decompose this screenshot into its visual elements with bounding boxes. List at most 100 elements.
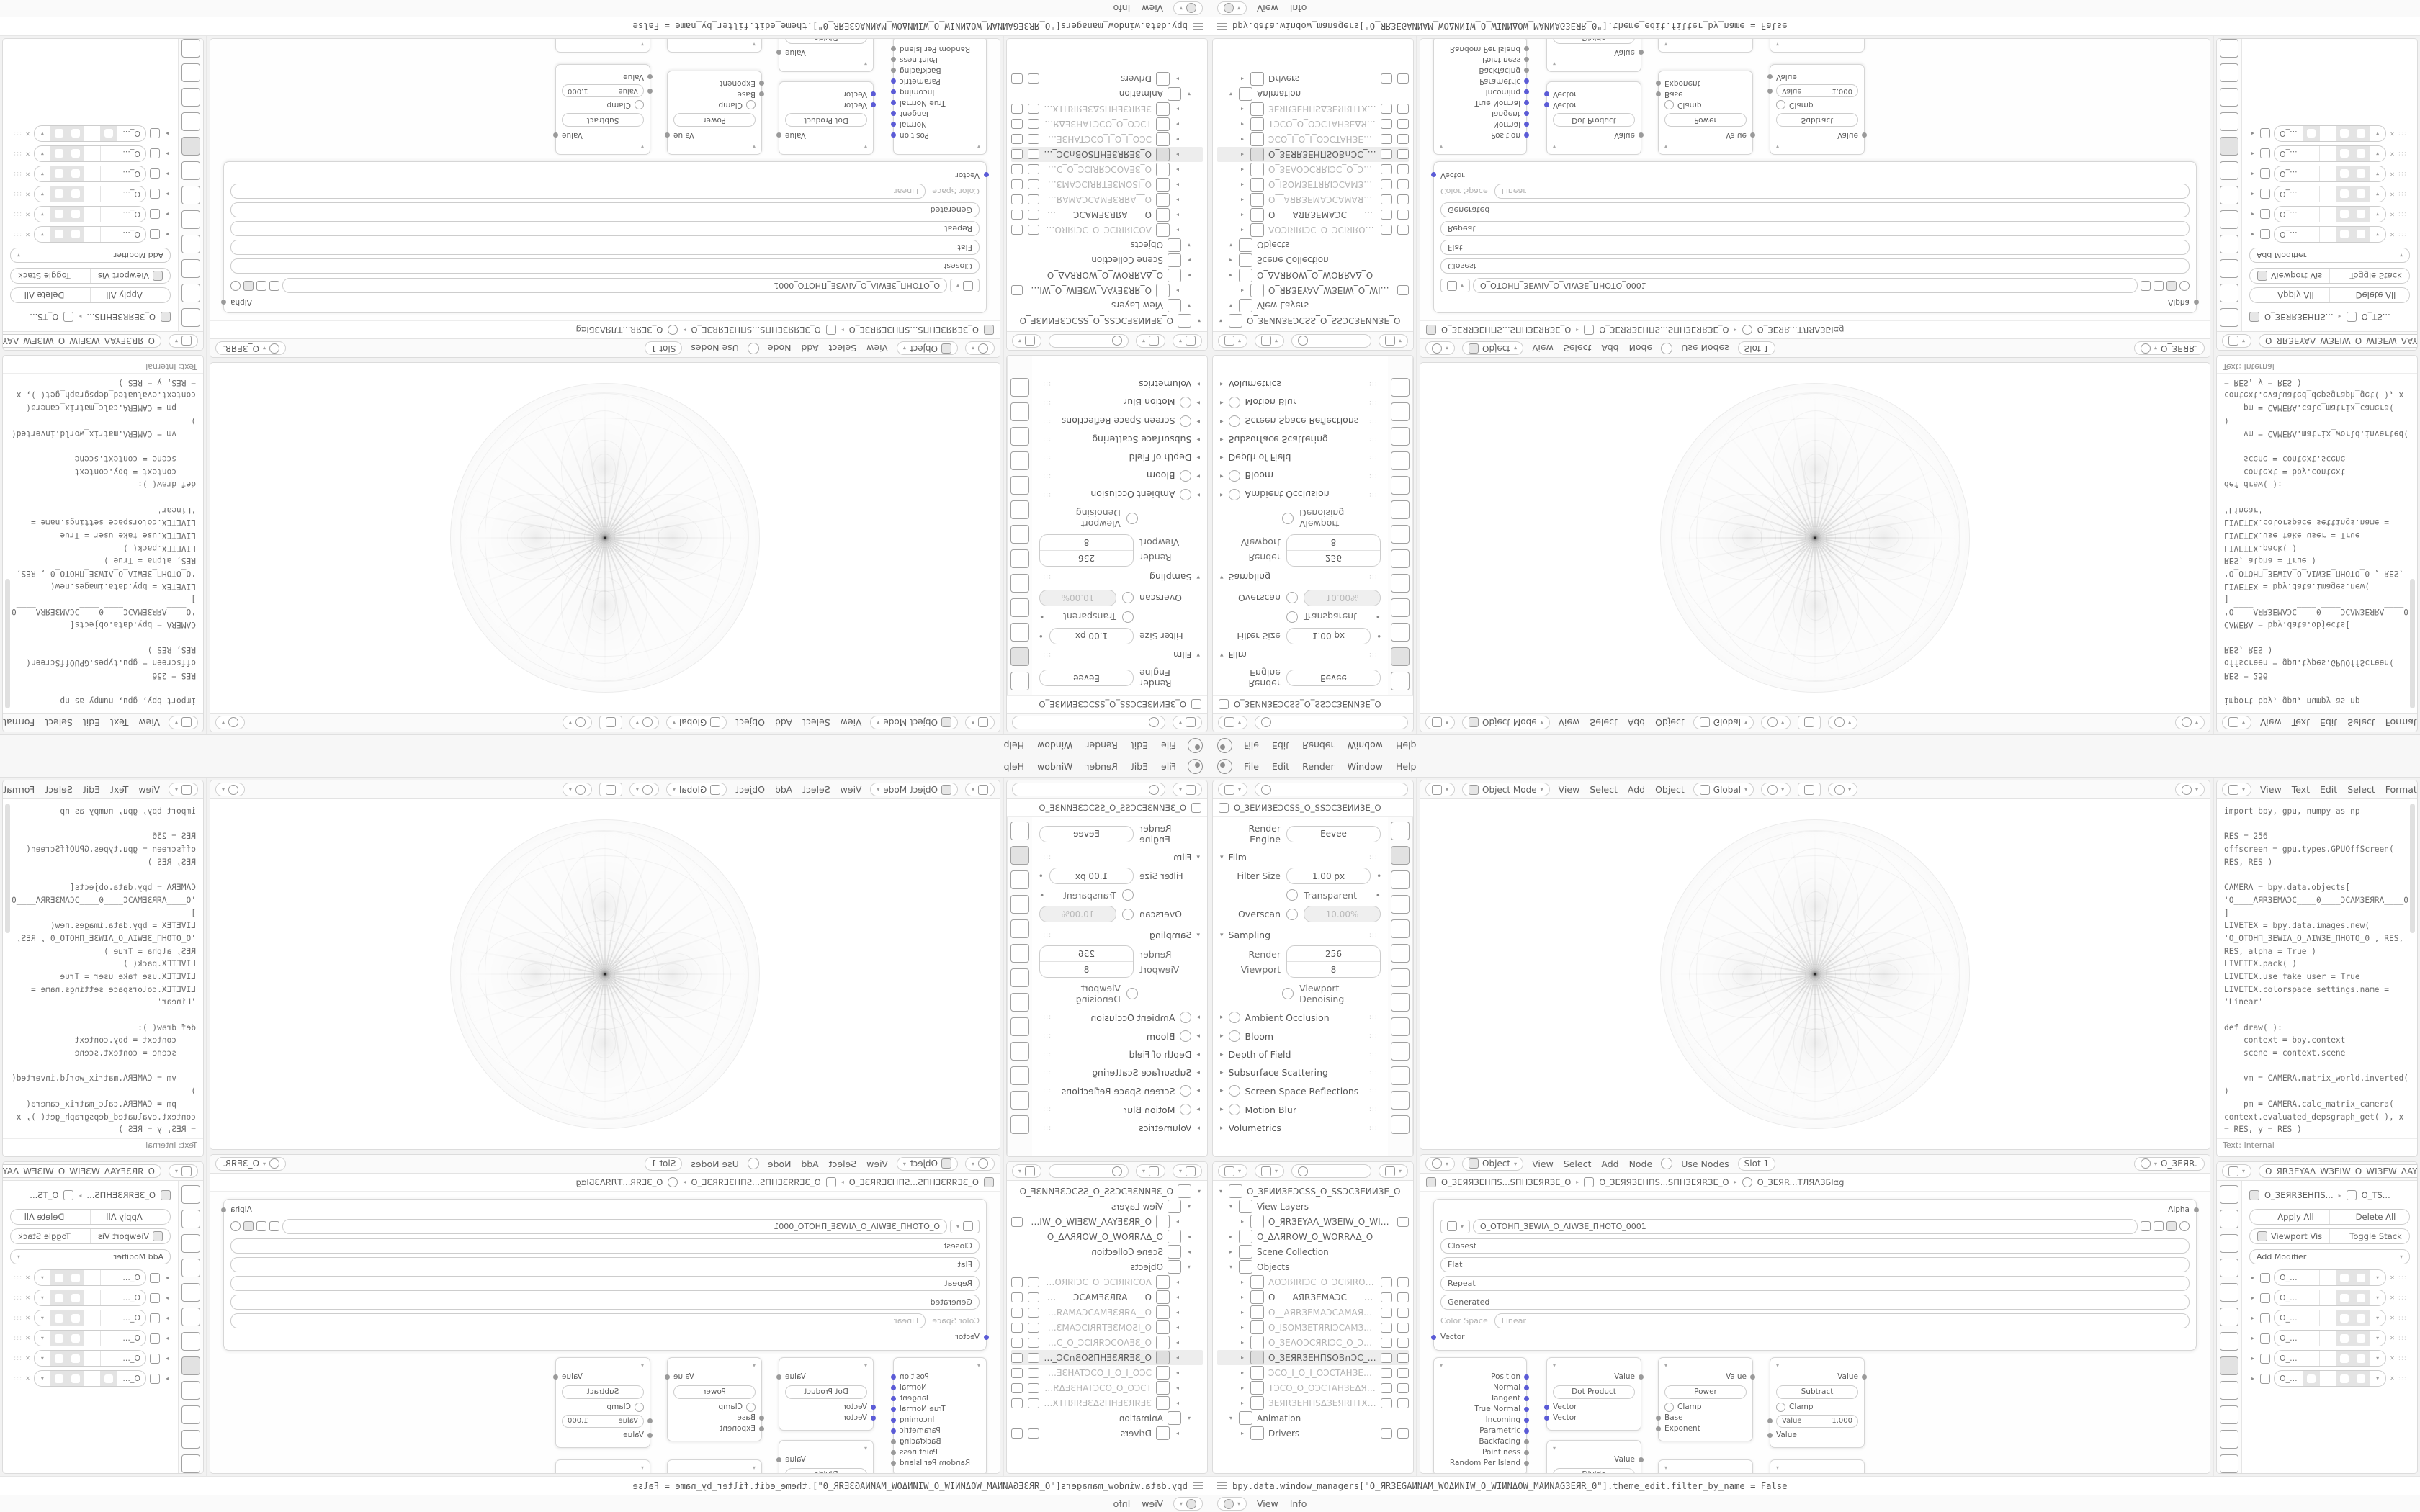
ao-checkbox[interactable] <box>1180 489 1192 500</box>
tab-particles[interactable] <box>2220 112 2238 131</box>
geometry-output-socket[interactable] <box>891 1395 896 1401</box>
drag-handle[interactable]: :::: <box>2398 190 2410 198</box>
monitor-icon[interactable] <box>1028 73 1039 84</box>
text-editor-type[interactable]: ▾ <box>2222 783 2252 796</box>
operation-select[interactable]: Power <box>673 1385 756 1399</box>
modifier-row[interactable]: ▸ O_... ▾ ✕:::: <box>2249 1290 2410 1307</box>
shield-icon[interactable] <box>269 1221 279 1232</box>
geometry-output-socket[interactable] <box>891 122 896 127</box>
render-icon[interactable] <box>2352 1310 2370 1326</box>
drag-handle[interactable]: :::: <box>2398 210 2410 218</box>
remove-modifier-icon[interactable]: ✕ <box>2390 230 2395 238</box>
breadcrumb-material[interactable]: O_ЗEЯR...ΤЛЯΛЗБlαg <box>1757 325 1845 336</box>
editor-type-selector[interactable]: ▾ <box>1172 783 1202 796</box>
viewport-menu-add[interactable]: Add <box>1627 717 1646 728</box>
monitor-icon[interactable] <box>1028 225 1039 235</box>
animate-dot[interactable]: • <box>1375 611 1381 623</box>
section-sampling[interactable]: ▾ Sampling :::: <box>1220 572 1381 582</box>
render-icon[interactable] <box>50 1290 68 1306</box>
tab-modifier[interactable] <box>1391 500 1410 519</box>
tab-render[interactable] <box>2220 283 2238 302</box>
modifier-row[interactable]: ▸ O_... ▾ ✕:::: <box>10 185 171 202</box>
text-menu-format[interactable]: Format <box>3 784 35 795</box>
modifier-row[interactable]: ▸ O_... ▾ ✕:::: <box>2249 205 2410 222</box>
filter-size-value[interactable]: 1.00 px <box>1049 628 1134 644</box>
disclosure-triangle-icon[interactable]: ▸ <box>1176 1309 1180 1316</box>
value-input-socket[interactable] <box>647 1432 653 1438</box>
tab-view-layer[interactable] <box>2220 1259 2238 1278</box>
disclosure-triangle-icon[interactable]: ▸ <box>1240 135 1244 143</box>
geometry-output-socket[interactable] <box>1524 1417 1529 1423</box>
vector-socket[interactable] <box>984 172 989 178</box>
tab-physics[interactable] <box>1010 451 1029 470</box>
outliner-row[interactable]: ▾ O_ЗEИИЗEƆCSS_O_SSƆCЗEИИЗE_O <box>1011 1184 1203 1199</box>
section-bloom[interactable]: ▸ Bloom:::: <box>1039 470 1200 482</box>
edit-mode-icon[interactable] <box>84 186 101 202</box>
render-icon[interactable] <box>50 1351 68 1367</box>
disclosure-triangle-icon[interactable]: ▸ <box>1176 1339 1180 1346</box>
monitor-icon[interactable] <box>1381 1367 1392 1378</box>
outliner-row[interactable]: ▸ O_ЯRЗEYAΛ_WЗEIW_O_WIЗEW_ <box>1011 283 1203 298</box>
modifier-pill[interactable]: O_... ▾ <box>33 1269 146 1287</box>
disclosure-triangle-icon[interactable]: ▸ <box>1240 1309 1244 1316</box>
section-volumetrics[interactable]: ▸ Volumetrics:::: <box>1220 379 1381 390</box>
clamp-checkbox[interactable] <box>1664 1402 1674 1412</box>
tab-constraints[interactable] <box>182 63 200 82</box>
viewport-menu-select[interactable]: Select <box>1590 717 1618 728</box>
text-menu-text[interactable]: Text <box>110 717 129 728</box>
modifier-row[interactable]: ▸ O_... ▾ ✕:::: <box>2249 185 2410 202</box>
disclosure-triangle-icon[interactable]: ▸ <box>1240 196 1244 203</box>
image-texture-node[interactable]: Alpha ▾ O_OTOHΠ_ЗEWIΛ_O_ΛIWЗE_ΠHOTO_0001 <box>221 161 989 314</box>
geometry-output-socket[interactable] <box>891 1460 896 1466</box>
extras-menu-icon[interactable]: ▾ <box>2369 1310 2385 1326</box>
disclosure-triangle-icon[interactable]: ▸ <box>1176 135 1180 143</box>
outliner-row[interactable]: ▸O_ISOMЗETЯRIƆCAMЗEЯRA_O <box>1217 177 1409 192</box>
outliner-row[interactable]: ▸O_ЗEΛOƆCЯRIƆC_O_ƆCIЯROƆCΛЗE <box>1217 162 1409 177</box>
outliner-display-mode[interactable]: ▾ <box>1255 1164 1285 1179</box>
remove-modifier-icon[interactable]: ✕ <box>2390 1315 2395 1322</box>
tab-physics[interactable] <box>2220 87 2238 107</box>
math-node-add[interactable]: ▾ Value Add <box>555 39 650 53</box>
tab-view-layer[interactable] <box>182 234 200 253</box>
tab-world[interactable] <box>1391 944 1410 963</box>
render-visibility-icon[interactable] <box>1011 1322 1023 1333</box>
geometry-output-socket[interactable] <box>1524 1406 1529 1412</box>
vector-input-socket[interactable] <box>871 91 876 97</box>
disclosure-triangle-icon[interactable]: ▸ <box>166 190 169 197</box>
outliner-row[interactable]: ▾ Objects <box>1011 238 1203 253</box>
overscan-checkbox[interactable] <box>1122 592 1134 604</box>
disclosure-triangle-icon[interactable]: ▸ <box>166 230 169 238</box>
section-screen-space-reflections[interactable]: ▸ Screen Space Reflections:::: <box>1220 415 1381 427</box>
material-datablock[interactable]: ▾ O_ЗEЯR...ΤЛЯΛЗБlαg <box>215 1156 287 1171</box>
outliner-row[interactable]: ▸O_ЗEΛOƆCЯRIƆC_O_ƆCIЯROƆCΛЗE <box>1011 1335 1203 1350</box>
render-icon[interactable] <box>50 166 68 181</box>
geometry-output-socket[interactable] <box>891 1417 896 1423</box>
disclosure-triangle-icon[interactable]: ▸ <box>166 1355 169 1362</box>
section-screen-space-reflections[interactable]: ▸ Screen Space Reflections:::: <box>1039 415 1200 427</box>
section-film[interactable]: ▾ Film :::: <box>1039 649 1200 660</box>
extras-menu-icon[interactable]: ▾ <box>2369 206 2386 222</box>
outliner-row[interactable]: ▸ƆCO_I_O_I_OƆCTAHЗEΔЯRAΛ_O <box>1011 132 1203 147</box>
remove-modifier-icon[interactable]: ✕ <box>2390 1375 2395 1382</box>
tab-particles[interactable] <box>182 112 200 131</box>
script-content[interactable]: import bpy, gpu, numpy as np RES = 256 o… <box>3 374 203 713</box>
render-visibility-icon[interactable] <box>1011 1307 1023 1318</box>
drag-handle[interactable]: :::: <box>10 150 22 158</box>
motion-blur-checkbox[interactable] <box>1228 397 1240 408</box>
value-output-socket[interactable] <box>553 132 558 138</box>
disclosure-triangle-icon[interactable]: ▸ <box>1240 166 1244 173</box>
tab-tool[interactable] <box>2220 307 2238 327</box>
menu-render[interactable]: Render <box>1085 740 1118 751</box>
image-datablock-name[interactable]: O_ЯRЗEYAΛ_WЗEIW_O_WIЗEW_ΛAYЗEЯR_O <box>2259 333 2418 348</box>
tab-object[interactable] <box>1391 968 1410 987</box>
geometry-output-socket[interactable] <box>1524 57 1529 63</box>
section-screen-space-reflections[interactable]: ▸ Screen Space Reflections:::: <box>1220 1085 1381 1097</box>
viewport-vis-button[interactable]: Viewport Vis <box>2250 1229 2329 1243</box>
drag-handle[interactable]: :::: <box>10 1354 22 1362</box>
disclosure-triangle-icon[interactable]: ▸ <box>2251 170 2254 177</box>
breadcrumb-mesh[interactable]: O_ЗEЯЯЗEHΠS...SΠHЗEЯRЗE_O <box>691 325 821 336</box>
shader-menu-view[interactable]: View <box>1532 343 1554 354</box>
edit-mode-icon[interactable] <box>2319 145 2336 161</box>
add-modifier-dropdown[interactable]: Add Modifier ▾ <box>10 247 171 263</box>
realtime-icon[interactable] <box>67 125 84 141</box>
